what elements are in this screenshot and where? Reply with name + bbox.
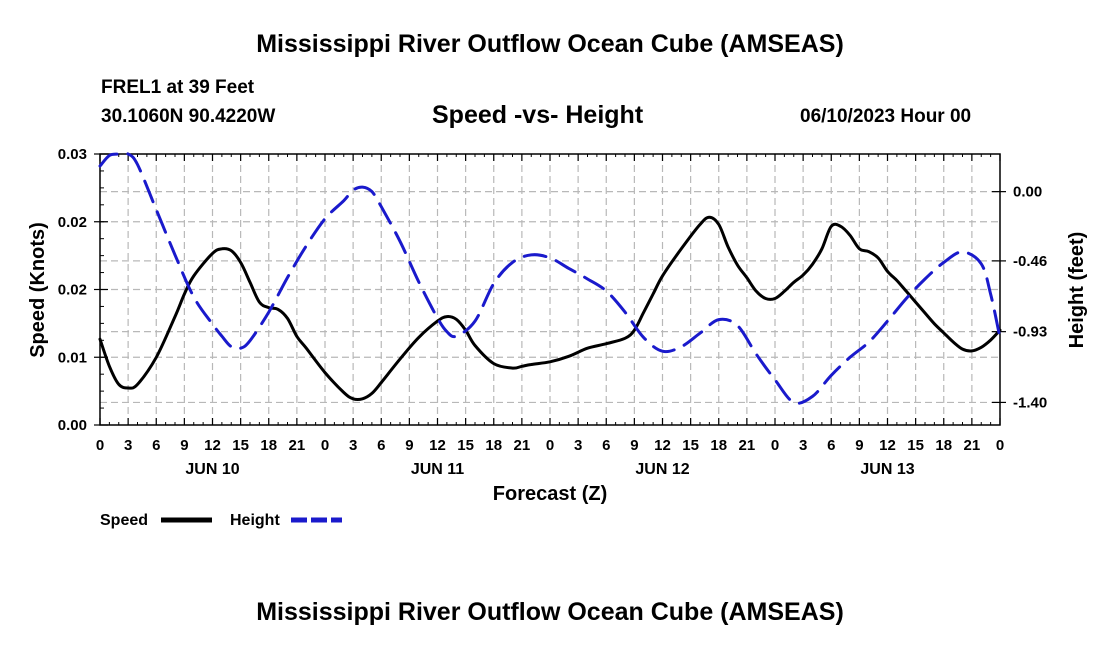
x-tick-label: 18 — [260, 437, 277, 454]
y-left-tick-label: 0.03 — [58, 146, 87, 163]
x-tick-label: 18 — [485, 437, 502, 454]
x-day-label: JUN 10 — [185, 461, 239, 478]
legend-label-speed: Speed — [100, 512, 148, 529]
x-tick-label: 3 — [124, 437, 132, 454]
chart-subtitle: Speed -vs- Height — [432, 101, 644, 129]
x-tick-label: 15 — [232, 437, 249, 454]
y-right-tick-label: 0.00 — [1013, 184, 1042, 201]
x-tick-label: 12 — [879, 437, 896, 454]
x-tick-label: 21 — [964, 437, 981, 454]
y-left-tick-label: 0.00 — [58, 417, 87, 434]
x-tick-label: 12 — [654, 437, 671, 454]
forecast-datetime: 06/10/2023 Hour 00 — [800, 106, 972, 127]
y-left-tick-label: 0.01 — [58, 349, 87, 366]
x-tick-label: 21 — [739, 437, 756, 454]
axis-labels: 0 3 6 9 12 15 18 21 0 3 6 9 12 15 18 21 0 3 6 9 12 15 18 21 0 3 6 9… — [58, 146, 1047, 478]
x-tick-label: 12 — [204, 437, 221, 454]
series-line-height — [98, 151, 1002, 405]
y-axis-title-right: Height (feet) — [1066, 232, 1088, 349]
legend-label-height: Height — [230, 512, 280, 529]
y-right-tick-label: -1.40 — [1013, 394, 1047, 411]
x-tick-label: 15 — [682, 437, 699, 454]
station-coordinates: 30.1060N 90.4220W — [101, 106, 276, 127]
speed-height-chart: 0 3 6 9 12 15 18 21 0 3 6 9 12 15 18 21 0 3 6 9 12 15 18 21 0 3 6 9… — [27, 146, 1088, 529]
y-axis-title-left: Speed (Knots) — [27, 222, 49, 358]
x-tick-label: 18 — [935, 437, 952, 454]
x-tick-label: 9 — [180, 437, 188, 454]
y-left-tick-label: 0.02 — [58, 282, 87, 299]
y-left-tick-label: 0.02 — [58, 214, 87, 231]
x-tick-label: 6 — [152, 437, 160, 454]
x-tick-label: 0 — [996, 437, 1004, 454]
x-tick-label: 3 — [799, 437, 807, 454]
x-tick-label: 6 — [827, 437, 835, 454]
x-tick-label: 21 — [289, 437, 306, 454]
x-tick-label: 3 — [349, 437, 357, 454]
x-tick-label: 6 — [377, 437, 385, 454]
station-label: FREL1 at 39 Feet — [101, 77, 255, 98]
x-tick-label: 15 — [907, 437, 924, 454]
chart-grid — [100, 154, 1000, 425]
x-tick-label: 0 — [771, 437, 779, 454]
y-right-tick-label: -0.46 — [1013, 253, 1047, 270]
x-tick-label: 12 — [429, 437, 446, 454]
x-day-label: JUN 13 — [860, 461, 914, 478]
x-tick-label: 18 — [710, 437, 727, 454]
plot-frame — [99, 153, 1001, 426]
y-right-tick-label: -0.93 — [1013, 324, 1047, 341]
x-axis-title: Forecast (Z) — [493, 483, 607, 505]
x-tick-label: 0 — [96, 437, 104, 454]
chart-main-title: Mississippi River Outflow Ocean Cube (AM… — [256, 30, 844, 58]
x-tick-label: 0 — [321, 437, 329, 454]
x-tick-label: 9 — [405, 437, 413, 454]
x-tick-label: 15 — [457, 437, 474, 454]
x-tick-label: 9 — [630, 437, 638, 454]
x-tick-label: 6 — [602, 437, 610, 454]
series-layer — [98, 151, 1002, 405]
x-tick-label: 9 — [855, 437, 863, 454]
x-tick-label: 21 — [514, 437, 531, 454]
chart-main-title-repeat: Mississippi River Outflow Ocean Cube (AM… — [256, 598, 844, 626]
series-line-speed — [98, 215, 1002, 402]
x-tick-label: 3 — [574, 437, 582, 454]
x-tick-label: 0 — [546, 437, 554, 454]
x-day-label: JUN 11 — [411, 461, 464, 478]
chart-legend: Speed Height — [100, 512, 342, 529]
x-day-label: JUN 12 — [635, 461, 689, 478]
